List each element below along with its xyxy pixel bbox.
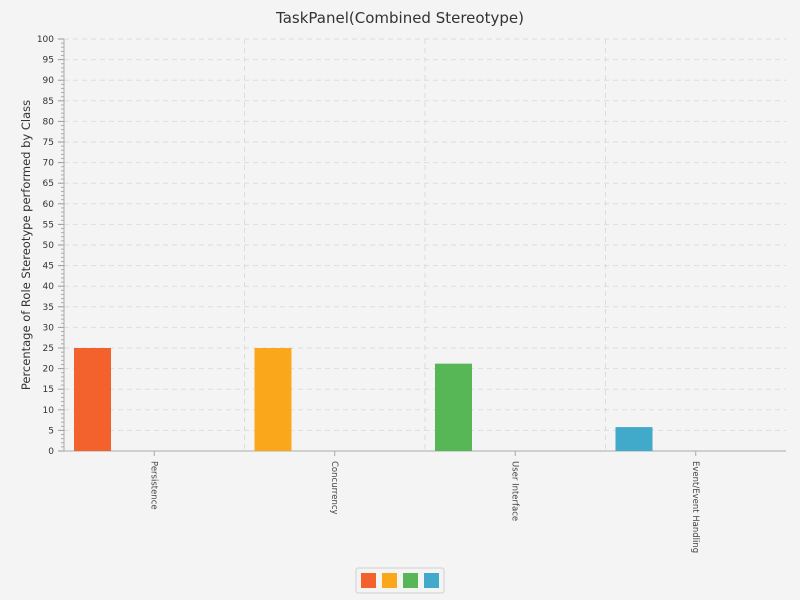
y-tick-labels: 0 5 10 15 20 25 30 35 40 45 50 55 60 65 70 75 80 85 90 95 10… bbox=[37, 35, 54, 457]
bars bbox=[74, 348, 653, 451]
chart-title: TaskPanel(Combined Stereotype) bbox=[275, 9, 524, 27]
legend bbox=[355, 567, 445, 594]
legend-swatch bbox=[361, 573, 376, 588]
y-tick-label: 25 bbox=[43, 344, 54, 354]
y-tick-label: 95 bbox=[43, 56, 54, 66]
x-tick-label: User Interface bbox=[509, 461, 519, 521]
y-tick-label: 20 bbox=[43, 365, 55, 375]
bar-user-interface bbox=[435, 363, 472, 451]
y-axis-label: Percentage of Role Stereotype performed … bbox=[19, 100, 33, 390]
legend-swatch bbox=[403, 573, 418, 588]
y-tick-label: 45 bbox=[43, 262, 54, 272]
axes bbox=[58, 38, 786, 456]
y-tick-label: 75 bbox=[43, 138, 54, 148]
y-tick-label: 80 bbox=[43, 117, 55, 127]
y-tick-label: 90 bbox=[43, 76, 55, 86]
bar-concurrency bbox=[254, 348, 292, 451]
y-tick-label: 70 bbox=[43, 159, 55, 169]
y-tick-label: 0 bbox=[48, 447, 54, 457]
y-tick-label: 35 bbox=[43, 303, 54, 313]
x-tick-label: Concurrency bbox=[329, 461, 339, 515]
y-tick-label: 50 bbox=[43, 241, 55, 251]
y-tick-label: 60 bbox=[43, 200, 55, 210]
legend-swatch bbox=[382, 573, 397, 588]
x-tick-label: Persistence bbox=[148, 461, 158, 510]
grid-lines bbox=[64, 38, 786, 451]
y-tick-label: 40 bbox=[43, 282, 55, 292]
y-tick-label: 55 bbox=[43, 220, 54, 230]
x-tick-labels: Persistence Concurrency User Interface Even… bbox=[148, 461, 700, 553]
y-tick-label: 65 bbox=[43, 179, 54, 189]
bar-persistence bbox=[74, 348, 111, 451]
y-tick-label: 15 bbox=[43, 385, 54, 395]
legend-box bbox=[355, 567, 445, 594]
y-tick-label: 10 bbox=[43, 406, 55, 416]
y-tick-label: 30 bbox=[43, 323, 55, 333]
bar-event-event-handling bbox=[615, 427, 653, 451]
y-tick-label: 100 bbox=[37, 35, 54, 45]
y-tick-label: 85 bbox=[43, 97, 54, 107]
y-tick-label: 5 bbox=[48, 426, 54, 436]
x-tick-label: Event/Event Handling bbox=[690, 461, 700, 553]
legend-swatch bbox=[424, 573, 439, 588]
